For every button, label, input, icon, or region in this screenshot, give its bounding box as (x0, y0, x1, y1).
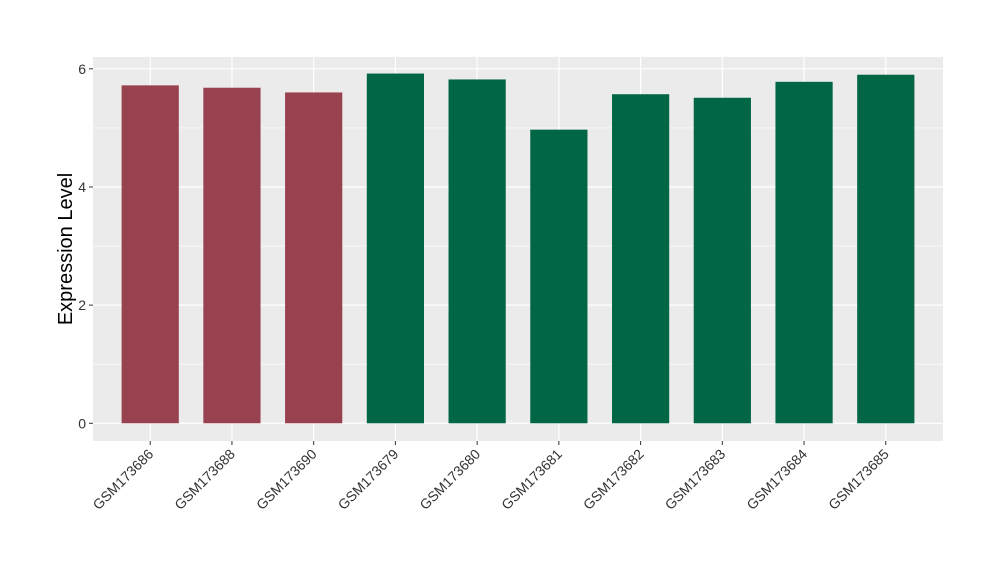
bar (611, 94, 670, 424)
bar (775, 81, 833, 424)
x-tick-label: GSM173688 (171, 446, 238, 513)
bar (285, 92, 343, 424)
y-axis-title: Expression Level (55, 173, 77, 325)
y-tick-label: 2 (78, 297, 86, 313)
y-tick-label: 6 (78, 61, 86, 77)
x-tick-label: GSM173686 (89, 446, 156, 513)
bar (121, 85, 179, 424)
x-tick-label: GSM173684 (743, 446, 810, 513)
bar (366, 73, 425, 424)
y-tick-label: 4 (78, 179, 86, 195)
x-tick-label: GSM173681 (498, 446, 565, 513)
y-tick-label: 0 (78, 415, 86, 431)
x-tick-label: GSM173690 (253, 446, 320, 513)
bar (448, 79, 506, 424)
x-tick-label: GSM173680 (416, 446, 483, 513)
bar (203, 87, 261, 424)
bars (121, 73, 915, 424)
y-axis: 0 2 4 6 (78, 61, 93, 431)
x-axis: GSM173686 GSM173688 GSM173690 GSM173679 GSM1… (89, 441, 892, 513)
x-tick-label: GSM173685 (825, 446, 892, 513)
x-tick-label: GSM173682 (580, 446, 647, 513)
bar (693, 97, 751, 424)
x-tick-label: GSM173679 (335, 446, 402, 513)
bar (857, 74, 915, 424)
x-tick-label: GSM173683 (662, 446, 729, 513)
bar (530, 129, 588, 424)
